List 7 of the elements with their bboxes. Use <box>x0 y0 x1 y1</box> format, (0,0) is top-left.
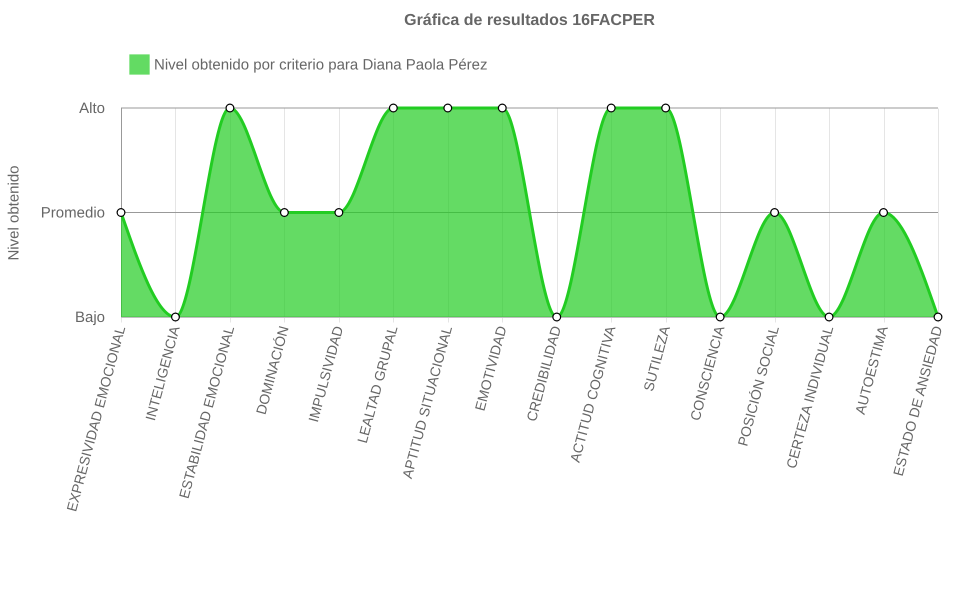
chart-title: Gráfica de resultados 16FACPER <box>404 12 656 29</box>
x-tick-label: LEALTAD GRUPAL <box>354 324 401 445</box>
ref-line-label: Bajo <box>74 309 105 326</box>
y-axis-title: Nivel obtenido <box>6 165 22 261</box>
legend-label: Nivel obtenido por criterio para Diana Paola Pérez <box>154 56 488 74</box>
ref-line-label: Alto <box>79 100 105 117</box>
ref-line-label: Promedio <box>40 204 105 222</box>
